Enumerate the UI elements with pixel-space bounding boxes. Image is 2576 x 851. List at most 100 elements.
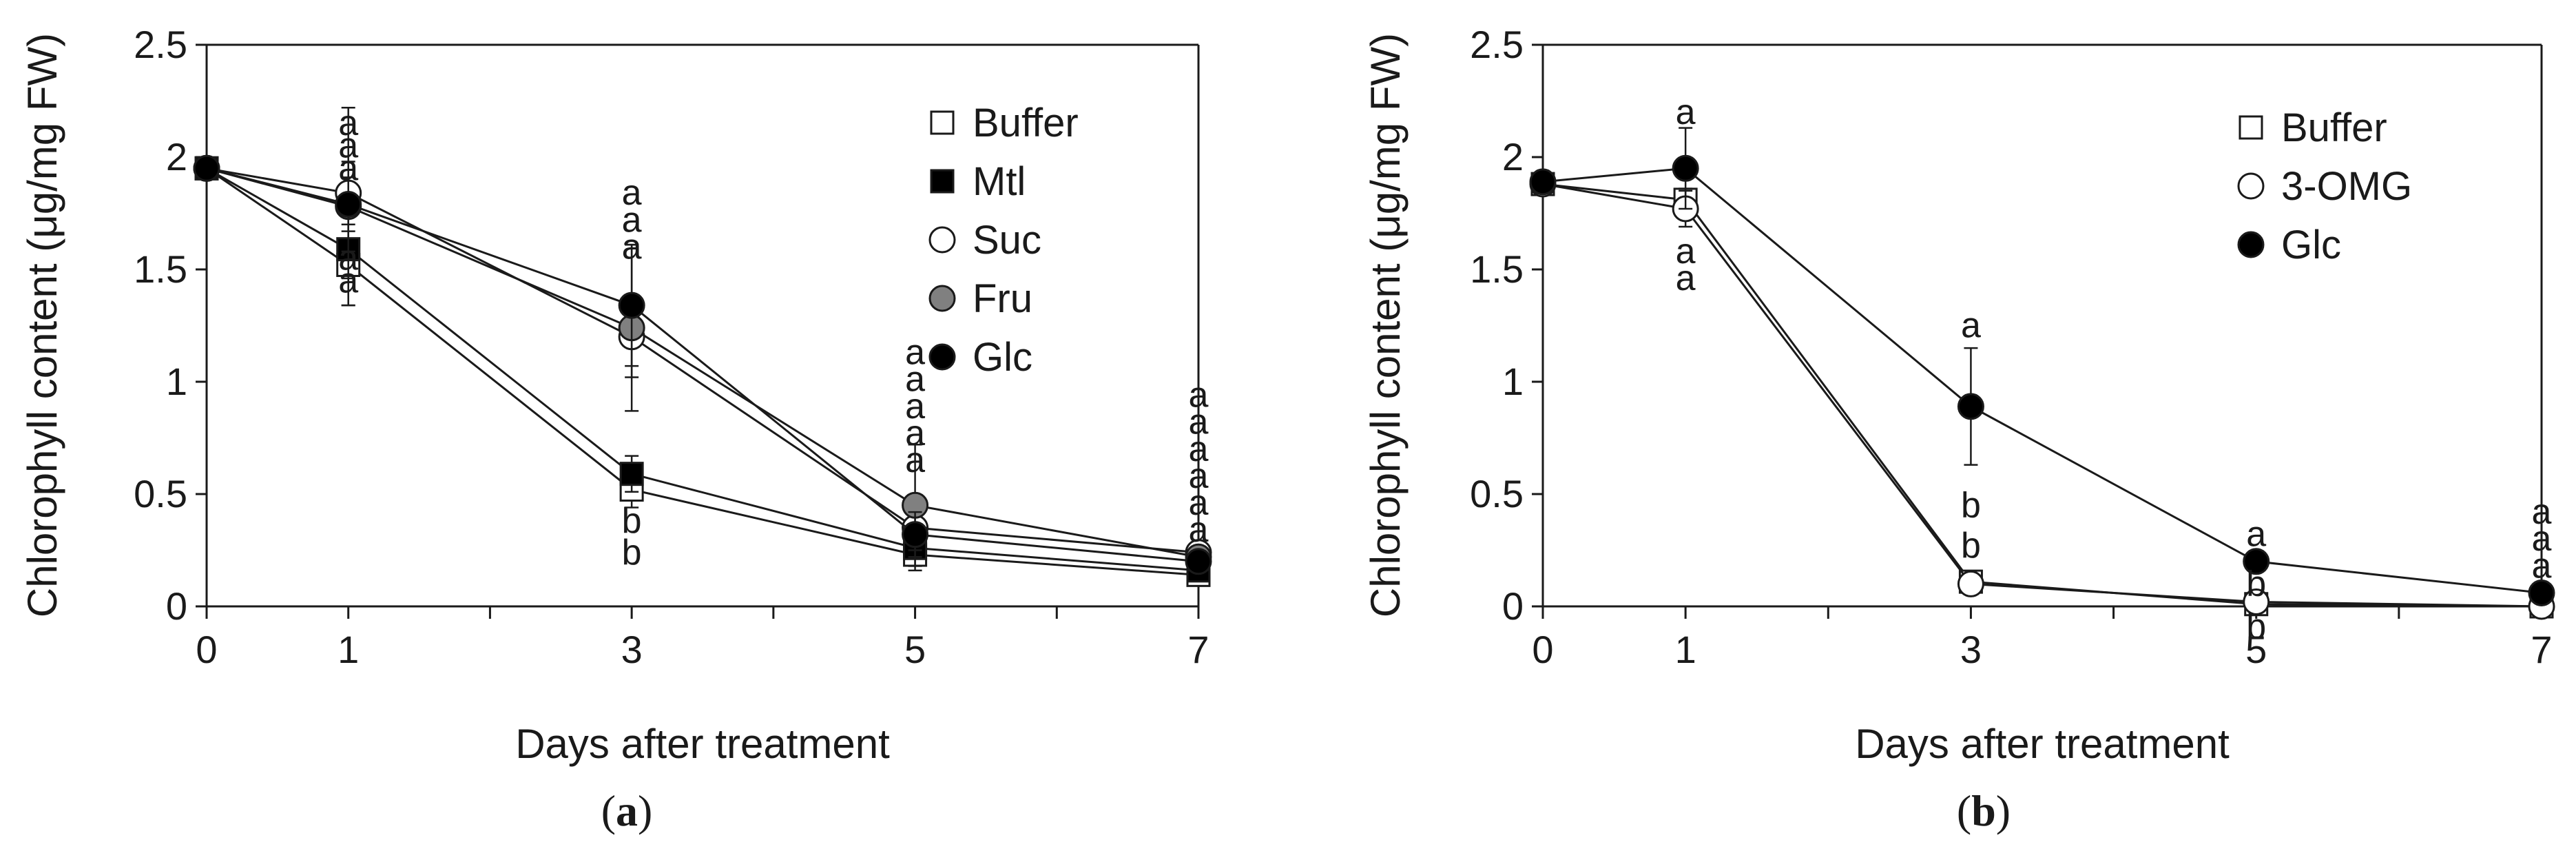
x-tick-label: 1: [337, 628, 359, 671]
y-tick-label: 2: [1502, 135, 1524, 178]
legend-label: Glc: [2281, 223, 2341, 267]
x-tick-label: 5: [904, 628, 926, 671]
legend-item-buffer: Buffer: [930, 101, 1079, 145]
significance-letter: b: [1961, 526, 1981, 566]
legend-b: Buffer 3-OMG Glc: [2237, 105, 2412, 267]
legend-label: Buffer: [973, 101, 1079, 145]
data-point-glc: [902, 521, 929, 548]
significance-letter: b: [1961, 485, 1981, 525]
significance-letter: a: [622, 173, 642, 213]
significance-letter: a: [338, 148, 358, 188]
x-tick-label: 7: [2531, 628, 2552, 671]
legend-marker: [2237, 172, 2265, 200]
x-tick-label: 7: [1187, 628, 1209, 671]
y-tick-label: 0.5: [134, 472, 187, 515]
data-point-3-omg: [2243, 588, 2270, 615]
data-point-glc: [1529, 168, 1557, 196]
x-tick-label: 3: [1960, 628, 1982, 671]
significance-letter: a: [1676, 92, 1696, 132]
series-layer-b: [1529, 127, 2555, 620]
significance-letter: a: [1189, 429, 1209, 469]
data-point-glc: [2243, 548, 2270, 575]
significance-letter: a: [338, 126, 358, 166]
y-tick-label: 2.5: [134, 23, 187, 66]
significance-letter: a: [622, 200, 642, 240]
significance-letter: a: [338, 238, 358, 278]
significance-letter: b: [622, 533, 642, 573]
significance-letter: a: [1189, 510, 1209, 550]
significance-letter: a: [2532, 519, 2552, 559]
legend-item-suc: Suc: [928, 218, 1041, 263]
x-ticks-b: 0 1 3 5 7: [1532, 606, 2553, 671]
x-axis-label-b: Days after treatment: [1855, 721, 2230, 767]
significance-letter: a: [1189, 402, 1209, 442]
legend-item-glc: Glc: [2237, 223, 2341, 267]
panel-letter-b: b: [1971, 786, 1996, 835]
legend-label: 3-OMG: [2281, 164, 2412, 209]
panel-label-b: (b): [1957, 786, 2011, 835]
legend-item-mtl: Mtl: [930, 159, 1026, 204]
legend-a: Buffer Mtl Suc Fru Glc: [928, 101, 1079, 380]
x-tick-label: 5: [2245, 628, 2267, 671]
significance-letter: b: [2246, 606, 2266, 646]
y-tick-label: 1: [166, 360, 187, 403]
significance-letter: a: [2532, 492, 2552, 532]
significance-letter: a: [338, 260, 358, 300]
significance-letter: a: [1189, 456, 1209, 496]
x-tick-label: 3: [621, 628, 643, 671]
significance-letter: a: [905, 387, 925, 427]
y-tick-label: 1.5: [1470, 247, 1524, 291]
significance-letter: a: [1676, 232, 1696, 271]
y-tick-label: 1: [1502, 360, 1524, 403]
y-ticks-a: 0 0.5 1 1.5 2 2.5: [134, 23, 207, 628]
data-point-glc: [2528, 579, 2555, 606]
y-axis-label-a: Chlorophyll content (μg/mg FW): [19, 33, 65, 617]
series-line: [206, 167, 1199, 572]
significance-letter: a: [905, 360, 925, 400]
legend-label: Mtl: [973, 159, 1026, 204]
y-ticks-b: 0 0.5 1 1.5 2 2.5: [1470, 23, 1543, 628]
series-line: [206, 167, 1199, 554]
significance-letter: a: [905, 440, 925, 480]
panel-label-a: (a): [601, 786, 653, 835]
significance-letter: a: [2532, 546, 2552, 586]
data-point-glc: [618, 291, 645, 319]
significance-letter: a: [622, 227, 642, 267]
legend-marker: [930, 110, 955, 135]
legend-marker: [2239, 115, 2263, 140]
data-point-glc: [1957, 393, 1984, 420]
series-glc-a: [193, 154, 1212, 575]
data-point-glc: [1185, 548, 1212, 575]
x-axis-label-a: Days after treatment: [515, 721, 890, 767]
legend-label: Glc: [973, 335, 1032, 380]
x-tick-label: 0: [1532, 628, 1553, 671]
significance-letter: a: [1189, 376, 1209, 416]
legend-marker: [2237, 231, 2265, 258]
significance-letter: a: [905, 413, 925, 453]
data-point-mtl: [619, 462, 644, 486]
significance-letter: a: [1189, 483, 1209, 523]
x-tick-label: 0: [196, 628, 217, 671]
legend-item-glc: Glc: [928, 335, 1032, 380]
legend-marker: [928, 343, 956, 371]
significance-letter: a: [905, 333, 925, 373]
series-line: [206, 167, 1199, 563]
y-axis-label-b: Chlorophyll content (μg/mg FW): [1362, 33, 1409, 617]
significance-letter: a: [1676, 258, 1696, 298]
panel-letter-a: a: [616, 786, 638, 835]
legend-marker: [928, 285, 956, 312]
series-glc-b: [1529, 127, 2555, 606]
significance-letter: b: [622, 501, 642, 541]
x-ticks-a: 0 1 3 5 7: [196, 606, 1209, 671]
series-layer-a: [193, 107, 1212, 587]
legend-label: Fru: [973, 276, 1032, 321]
legend-label: Buffer: [2281, 105, 2387, 150]
significance-letter: b: [2246, 564, 2266, 604]
y-tick-label: 0: [1502, 584, 1524, 628]
y-tick-label: 2: [166, 135, 187, 178]
